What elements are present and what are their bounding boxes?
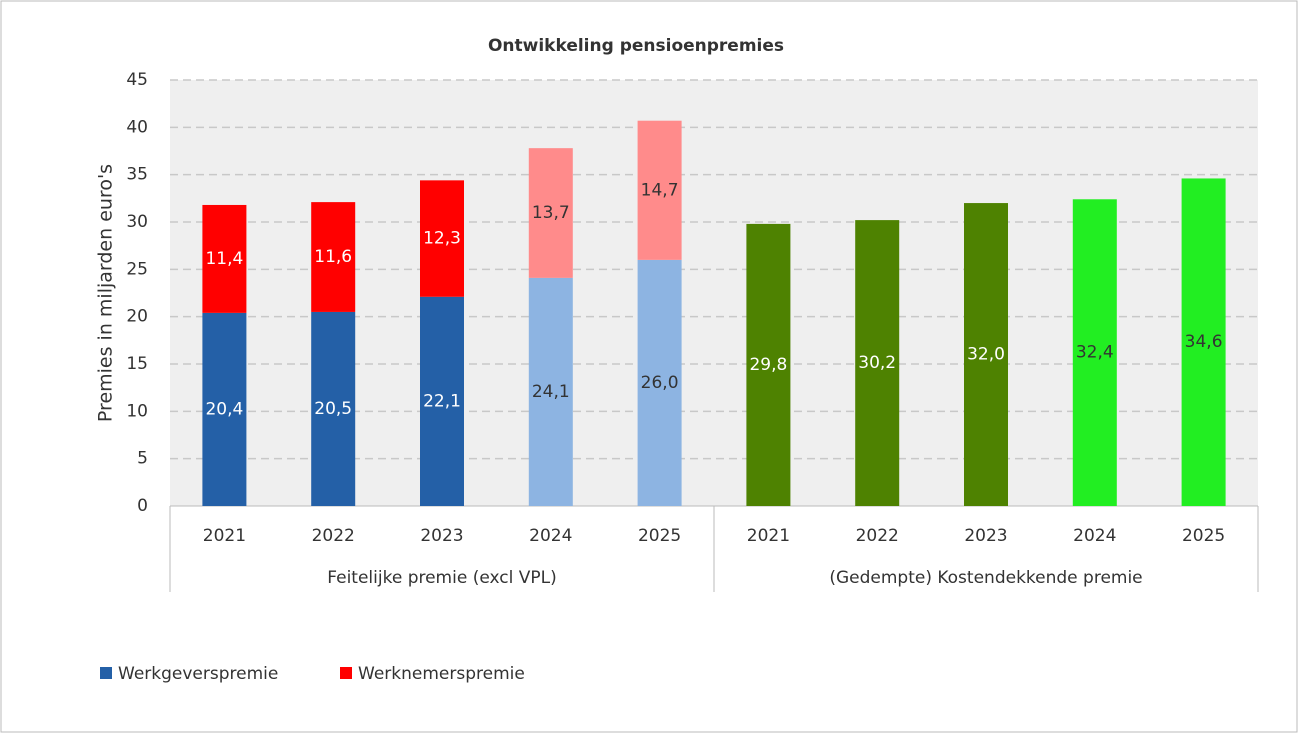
data-label: 13,7 [532,203,570,223]
bar-segment [420,180,464,297]
legend-swatch [340,667,352,679]
x-tick-label: 2022 [312,526,355,546]
data-label: 14,7 [641,180,679,200]
bar-segment [420,296,464,506]
y-tick-label: 5 [137,449,148,469]
y-tick-label: 25 [126,259,148,279]
y-tick-label: 35 [126,165,148,185]
legend-swatch [100,667,112,679]
bar-segment [637,259,682,506]
x-tick-label: 2021 [203,526,246,546]
bar-segment [528,277,573,506]
bar-segment [855,220,900,506]
legend-label: Werkgeverspremie [118,664,278,684]
y-tick-label: 45 [126,70,148,90]
x-tick-label: 2023 [420,526,463,546]
bar-segment [746,223,791,507]
data-label: 26,0 [641,373,679,393]
bar-segment [528,148,573,278]
data-label: 22,1 [423,391,461,411]
bar-segment [1072,199,1117,506]
data-label: 24,1 [532,382,570,402]
bar-segment [311,202,356,312]
y-tick-label: 15 [126,354,148,374]
legend-label: Werknemerspremie [358,664,525,684]
y-tick-label: 10 [126,401,148,421]
data-label: 11,4 [205,249,243,269]
data-label: 29,8 [749,355,787,375]
bar-segment [311,311,356,506]
bar-segment [964,203,1008,507]
bar-segment [202,204,247,313]
data-label: 32,0 [967,345,1005,365]
x-tick-label: 2024 [1073,526,1116,546]
y-tick-label: 30 [126,212,148,232]
bar-segment [637,120,682,260]
y-tick-label: 20 [126,307,148,327]
data-label: 11,6 [314,247,352,267]
y-axis-label: Premies in miljarden euro's [95,164,117,422]
x-tick-label: 2025 [638,526,681,546]
group-label: (Gedempte) Kostendekkende premie [829,568,1142,588]
data-label: 20,4 [205,399,243,419]
x-tick-label: 2025 [1182,526,1225,546]
data-label: 30,2 [858,353,896,373]
x-tick-label: 2021 [747,526,790,546]
x-tick-label: 2022 [856,526,899,546]
y-tick-label: 40 [126,117,148,137]
x-tick-label: 2024 [529,526,572,546]
bar-segment [1181,178,1226,506]
x-tick-label: 2023 [964,526,1007,546]
data-label: 32,4 [1076,343,1114,363]
group-label: Feitelijke premie (excl VPL) [327,568,556,588]
chart-title: Ontwikkeling pensioenpremies [488,36,784,56]
data-label: 34,6 [1185,332,1223,352]
data-label: 20,5 [314,399,352,419]
bar-segment [202,312,247,506]
y-tick-label: 0 [137,496,148,516]
data-label: 12,3 [423,229,461,249]
